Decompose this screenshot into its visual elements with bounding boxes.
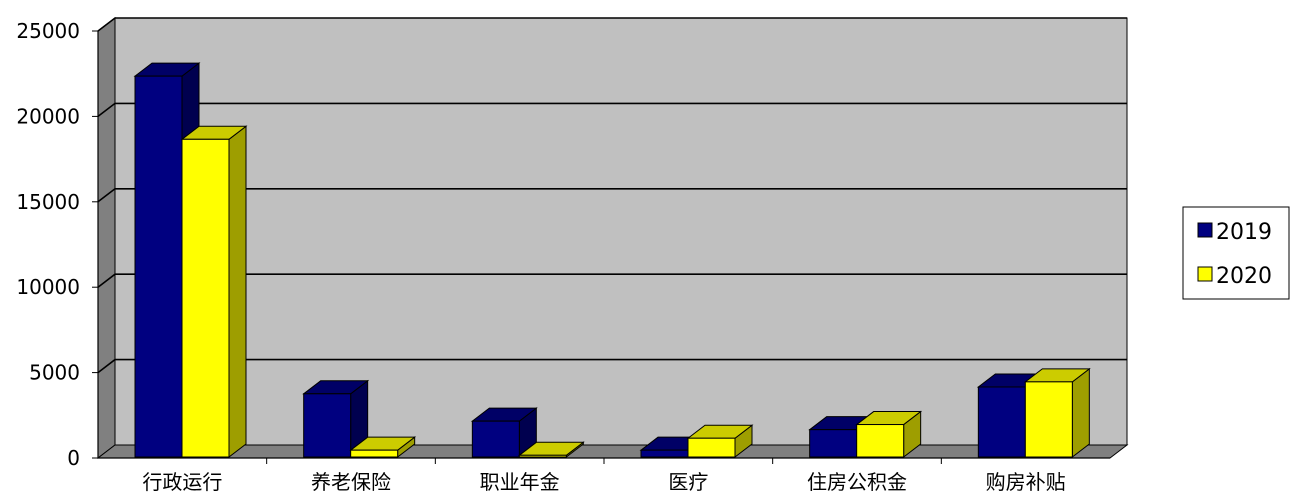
legend: 2019 2020: [1182, 206, 1290, 300]
x-tick-label: 行政运行: [142, 470, 222, 494]
legend-label: 2019: [1216, 220, 1272, 245]
plot-floor: [96, 444, 1129, 459]
bar: [302, 379, 370, 459]
plot-walls: [96, 16, 1129, 460]
bar-side-face: [1071, 367, 1090, 459]
y-tick-label: 25000: [16, 19, 80, 43]
legend-label: 2020: [1216, 264, 1272, 289]
x-tick-label: 养老保险: [311, 470, 391, 494]
x-tick-label: 购房补贴: [986, 470, 1066, 494]
gridline: [97, 102, 1127, 118]
bar-front-face: [640, 449, 689, 458]
gridline: [97, 273, 1127, 288]
gridline: [97, 17, 1127, 32]
bar-front-face: [518, 454, 567, 458]
bar-front-face: [303, 393, 352, 458]
bar-front-face: [350, 449, 399, 458]
bar-front-face: [134, 75, 183, 458]
gridlines: [97, 17, 1127, 374]
gridline: [97, 188, 1127, 203]
plot-back-wall: [114, 17, 1128, 446]
y-tick-label: 5000: [29, 361, 80, 385]
bar-front-face: [687, 437, 736, 458]
bar-front-face: [977, 386, 1026, 458]
axes: [92, 30, 1110, 464]
bar-front-face: [856, 424, 905, 458]
bar: [470, 407, 538, 459]
bar-front-face: [809, 429, 858, 458]
bar-front-face: [181, 138, 230, 458]
y-tick-label: 0: [67, 446, 80, 470]
y-axis-tick-labels: 0 5000 10000 15000 20000 25000: [16, 19, 80, 470]
gridline: [97, 358, 1127, 374]
bar-side-face: [228, 125, 247, 459]
bar: [349, 436, 417, 459]
x-tick-label: 职业年金: [480, 470, 560, 494]
bar: [517, 441, 585, 459]
x-axis-tick-labels: 行政运行 养老保险 职业年金 医疗 住房公积金 购房补贴: [142, 470, 1065, 494]
y-tick-label: 10000: [16, 275, 80, 299]
bar-front-face: [471, 420, 520, 458]
bar: [686, 424, 754, 459]
legend-swatch: [1197, 266, 1213, 282]
bar: [1023, 367, 1091, 459]
x-tick-label: 住房公积金: [807, 470, 907, 494]
y-tick-label: 15000: [16, 190, 80, 214]
plot-side-wall: [97, 16, 116, 460]
legend-box: [1182, 206, 1290, 300]
bar-front-face: [1024, 381, 1073, 458]
bar: [855, 410, 923, 459]
y-tick-label: 20000: [16, 104, 80, 128]
legend-swatch: [1197, 222, 1213, 238]
x-tick-label: 医疗: [668, 470, 708, 494]
bars: [133, 62, 1091, 459]
bar: [180, 125, 248, 459]
